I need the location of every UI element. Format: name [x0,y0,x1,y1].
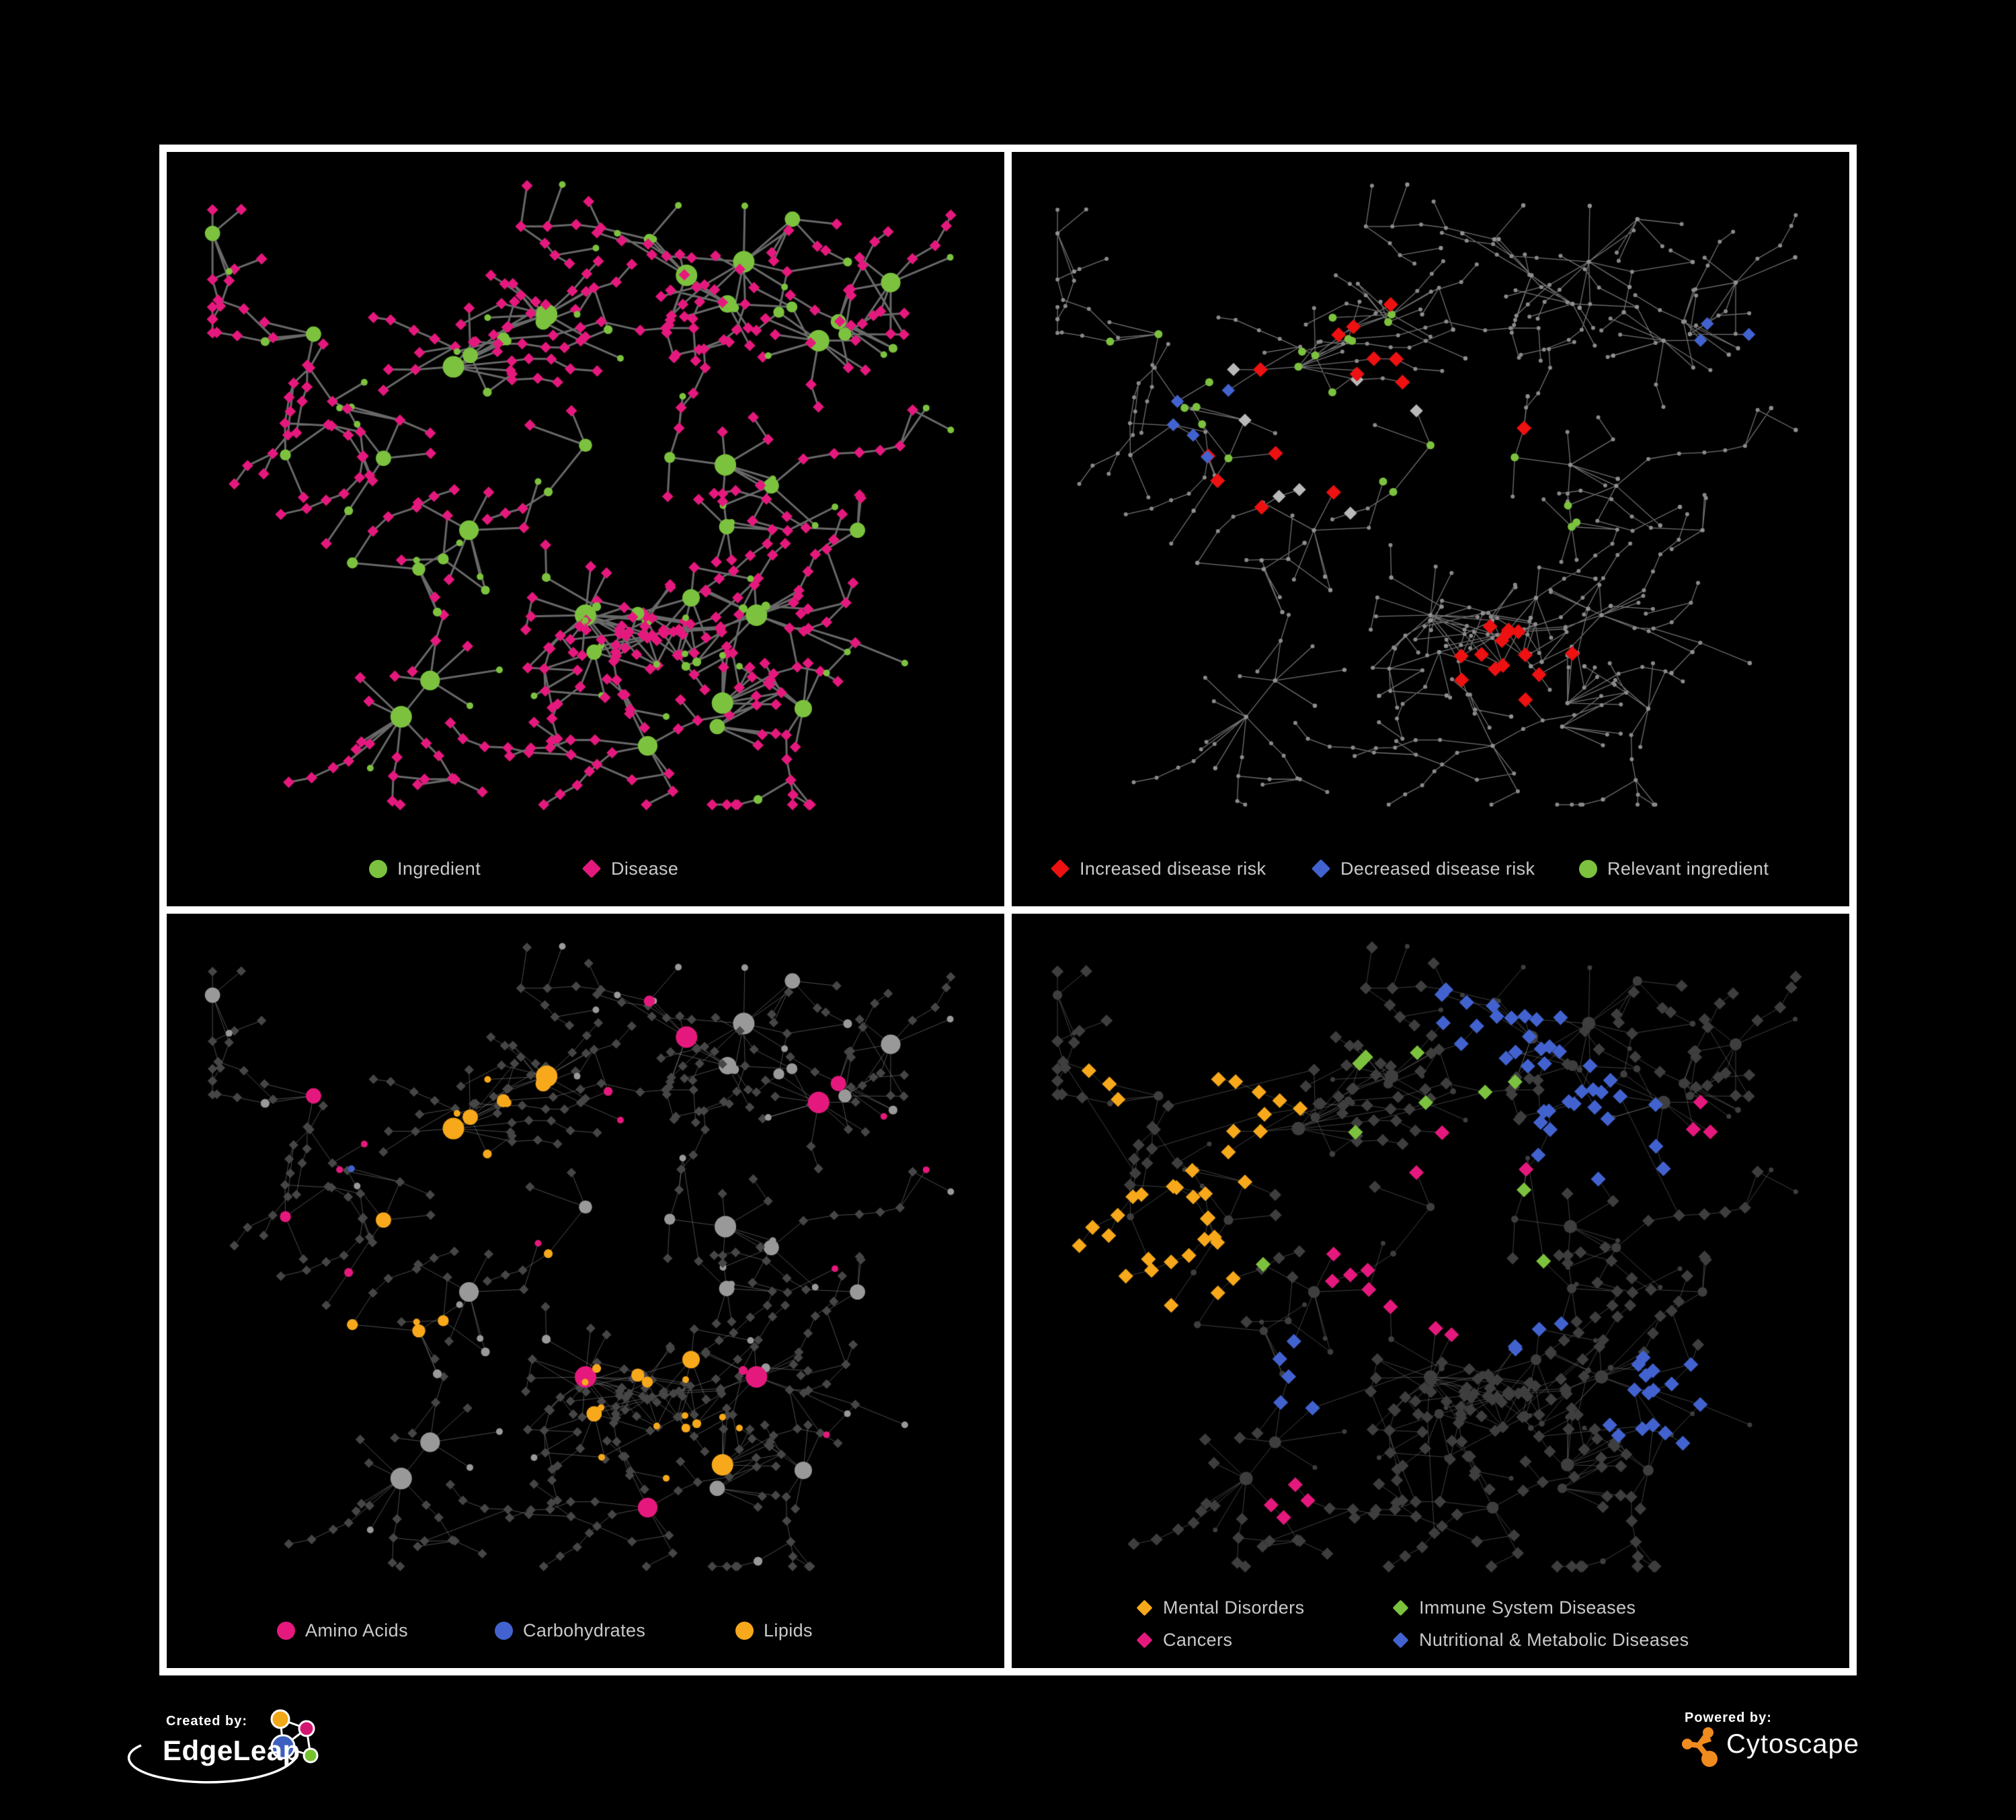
network-canvas-ingredient-disease [167,152,1004,906]
legend-item-immune-system-diseases: Immune System Diseases [1392,1594,1636,1621]
legend-label-increased-risk: Increased disease risk [1080,858,1266,879]
legend-item-nutritional-metabolic-diseases: Nutritional & Metabolic Diseases [1392,1626,1689,1653]
cancers-diamond-icon [1136,1631,1153,1649]
legend-item-amino-acids: Amino Acids [277,1617,408,1644]
disease-diamond-icon [581,859,602,879]
cytoscape-wordmark: Cytoscape [1726,1729,1859,1759]
legend-item-decreased-risk: Decreased disease risk [1311,855,1535,882]
legend-label-carbohydrates: Carbohydrates [523,1620,646,1640]
legend-item-disease: Disease [581,855,679,882]
legend-label-disease: Disease [611,858,679,879]
panel-nutrient-classes: Amino Acids Carbohydrates Lipids [167,914,1004,1668]
created-by-label: Created by: [166,1714,248,1729]
edgeleap-wordmark: EdgeLeap [163,1735,300,1766]
panel-ingredient-disease: Ingredient Disease [167,152,1004,906]
legend-item-relevant-ingredient: Relevant ingredient [1579,855,1769,882]
legend-item-cancers: Cancers [1136,1626,1232,1653]
legend-label-lipids: Lipids [764,1620,813,1640]
legend-item-increased-risk: Increased disease risk [1050,855,1266,882]
legend-label-relevant-ingredient: Relevant ingredient [1607,858,1769,879]
lipids-circle-icon [735,1621,754,1640]
panel-grid: Ingredient Disease Increased disease ris… [159,145,1857,1675]
increased-risk-diamond-icon [1050,859,1070,879]
legend-item-lipids: Lipids [735,1617,813,1644]
legend-label-amino-acids: Amino Acids [305,1620,408,1640]
immune-system-diseases-diamond-icon [1392,1599,1409,1616]
carbohydrates-circle-icon [495,1621,513,1640]
legend-label-decreased-risk: Decreased disease risk [1340,858,1535,879]
legend-label-mental-disorders: Mental Disorders [1163,1597,1305,1618]
legend-item-carbohydrates: Carbohydrates [495,1617,645,1644]
network-canvas-nutrient-classes [167,914,1004,1668]
decreased-risk-diamond-icon [1311,859,1331,879]
legend-item-mental-disorders: Mental Disorders [1136,1594,1304,1621]
cytoscape-logo-icon [1682,1727,1718,1767]
legend-label-cancers: Cancers [1163,1629,1233,1650]
network-canvas-disease-risk [1012,152,1849,906]
powered-by-label: Powered by: [1685,1710,1772,1725]
relevant-ingredient-circle-icon [1579,859,1597,878]
mental-disorders-diamond-icon [1136,1599,1153,1616]
panel-disease-categories: Mental Disorders Immune System Diseases … [1012,914,1849,1668]
nutritional-metabolic-diseases-diamond-icon [1392,1631,1409,1649]
legend-label-immune-system-diseases: Immune System Diseases [1419,1597,1636,1618]
amino-acids-circle-icon [277,1621,295,1640]
panel-disease-risk: Increased disease risk Decreased disease… [1012,152,1849,906]
legend-label-nutritional-metabolic-diseases: Nutritional & Metabolic Diseases [1419,1629,1689,1650]
legend-label-ingredient: Ingredient [397,858,481,879]
network-canvas-disease-categories [1012,914,1849,1668]
legend-item-ingredient: Ingredient [369,855,481,882]
edgeleap-logo-icon [127,1709,319,1784]
ingredient-circle-icon [369,859,387,878]
